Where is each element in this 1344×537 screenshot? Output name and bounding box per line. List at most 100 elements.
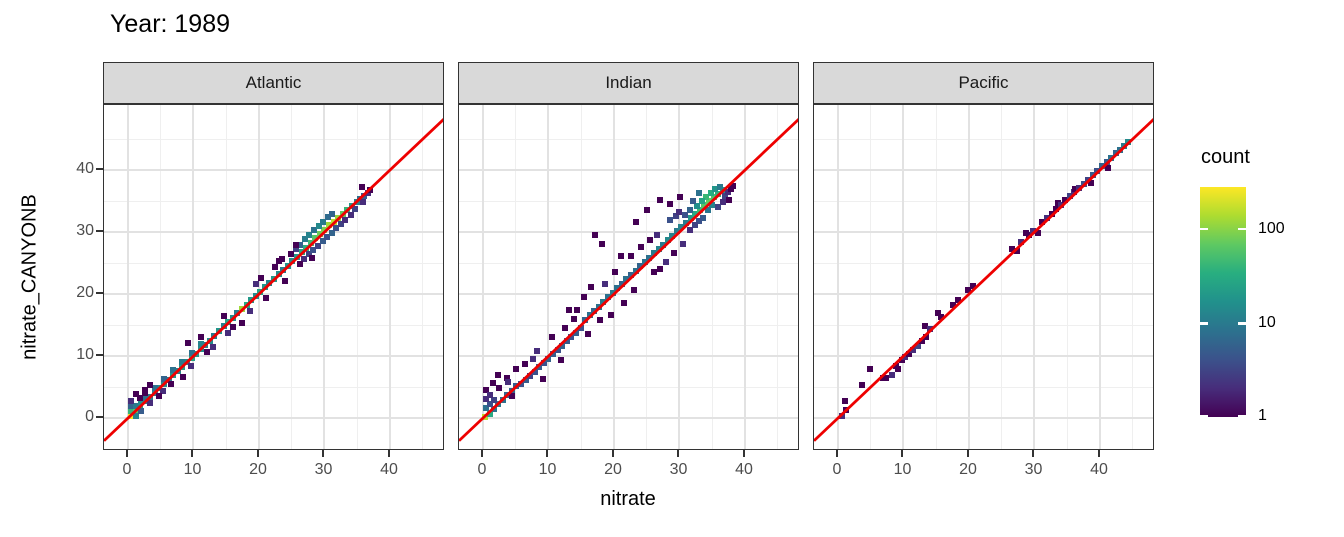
count-bin xyxy=(670,250,677,257)
gridline xyxy=(104,200,443,202)
count-bin xyxy=(1034,230,1041,237)
count-bin xyxy=(646,237,653,244)
gridline xyxy=(104,138,443,140)
gridline xyxy=(814,386,1153,388)
count-bin xyxy=(561,324,568,331)
gridline xyxy=(870,105,872,449)
count-bin xyxy=(717,183,724,190)
gridline xyxy=(104,293,443,296)
x-tick-mark xyxy=(546,450,549,457)
x-tick-label: 40 xyxy=(1090,461,1108,478)
gridline xyxy=(323,105,326,449)
y-tick-label: 10 xyxy=(76,346,94,364)
count-bin xyxy=(686,226,693,233)
x-tick-mark xyxy=(1097,450,1100,457)
count-bin xyxy=(631,287,638,294)
x-tick-mark xyxy=(742,450,745,457)
count-bin xyxy=(565,307,572,314)
facet-panel-indian xyxy=(458,104,799,450)
x-tick-mark xyxy=(677,450,680,457)
gridline xyxy=(836,105,839,449)
x-tick-mark xyxy=(1032,450,1035,457)
gridline xyxy=(104,169,443,172)
count-bin xyxy=(954,297,961,304)
gridline xyxy=(814,169,1153,172)
count-bin xyxy=(179,374,186,381)
gridline xyxy=(547,105,550,449)
count-bin xyxy=(557,356,564,363)
count-bin xyxy=(621,299,628,306)
count-bin xyxy=(127,398,134,405)
count-bin xyxy=(220,312,227,319)
gridline xyxy=(225,105,227,449)
count-bin xyxy=(571,315,578,322)
count-bin xyxy=(146,399,153,406)
x-tick-label: 20 xyxy=(249,461,267,478)
x-tick-mark xyxy=(125,450,128,457)
x-tick-mark xyxy=(322,450,325,457)
count-bin xyxy=(667,200,674,207)
x-tick-label: 30 xyxy=(314,461,333,478)
x-tick-mark xyxy=(611,450,614,457)
count-bin xyxy=(495,384,502,391)
gridline xyxy=(1001,105,1003,449)
gridline xyxy=(459,200,798,202)
count-bin xyxy=(588,284,595,291)
facet-strip-indian: Indian xyxy=(458,62,799,104)
y-tick-mark xyxy=(96,416,103,419)
count-bin xyxy=(726,197,733,204)
colorbar-tick xyxy=(1238,227,1246,231)
count-bin xyxy=(495,372,502,379)
legend-title: count xyxy=(1201,146,1250,168)
count-bin xyxy=(680,240,687,247)
count-bin xyxy=(203,349,210,356)
count-bin xyxy=(155,392,162,399)
y-tick-mark xyxy=(96,354,103,357)
x-tick-label: 0 xyxy=(122,461,132,478)
gridline xyxy=(902,105,905,449)
count-bin xyxy=(677,194,684,201)
gridline xyxy=(356,105,358,449)
gridline xyxy=(192,105,195,449)
gridline xyxy=(814,200,1153,202)
count-bin xyxy=(1017,239,1024,246)
count-bin xyxy=(170,367,177,374)
count-bin xyxy=(637,243,644,250)
gridline xyxy=(459,262,798,264)
gridline xyxy=(1098,105,1101,449)
gridline xyxy=(935,105,937,449)
gridline xyxy=(1066,105,1068,449)
count-bin xyxy=(230,323,237,330)
count-bin xyxy=(534,347,541,354)
colorbar-label: 10 xyxy=(1258,314,1276,332)
count-bin xyxy=(585,330,592,337)
count-bin xyxy=(282,278,289,285)
count-bin xyxy=(360,198,367,205)
gridline xyxy=(1132,105,1134,449)
x-tick-label: 20 xyxy=(959,461,977,478)
colorbar-tick xyxy=(1238,322,1246,325)
count-bin xyxy=(574,307,581,314)
y-tick-label: 20 xyxy=(76,284,94,302)
count-bin xyxy=(608,312,615,319)
gridline xyxy=(459,355,798,358)
count-bin xyxy=(617,253,624,260)
count-bin xyxy=(577,325,584,332)
count-bin xyxy=(591,231,598,238)
count-bin xyxy=(696,190,703,197)
gridline xyxy=(459,138,798,140)
x-tick-label: 20 xyxy=(604,461,622,478)
count-bin xyxy=(867,366,874,373)
count-bin xyxy=(838,412,845,419)
colorbar-tick xyxy=(1200,322,1208,325)
count-bin xyxy=(329,211,336,218)
count-bin xyxy=(650,268,657,275)
count-bin xyxy=(247,308,254,315)
count-bin xyxy=(142,390,148,397)
gridline xyxy=(814,324,1153,326)
count-bin xyxy=(601,281,608,288)
count-bin xyxy=(185,340,192,347)
count-bin xyxy=(210,343,217,350)
count-bin xyxy=(509,393,516,400)
